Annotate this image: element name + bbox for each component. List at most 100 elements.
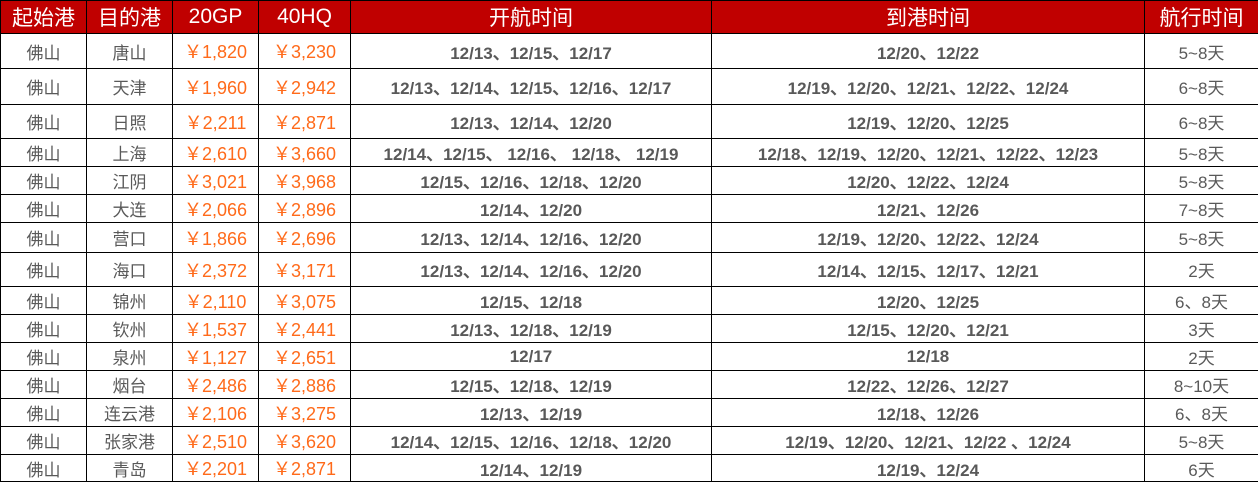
departure-dates-cell: 12/13、12/14、12/15、12/16、12/17 xyxy=(351,69,712,105)
price-40hq-cell: ￥2,651 xyxy=(259,343,351,371)
departure-dates-cell: 12/13、12/15、12/17 xyxy=(351,34,712,69)
arrival-dates-cell: 12/19、12/24 xyxy=(712,455,1145,482)
price-40hq-cell: ￥2,896 xyxy=(259,195,351,223)
arrival-dates-cell: 12/20、12/25 xyxy=(712,287,1145,315)
transit-time-cell: 6、8天 xyxy=(1145,287,1258,315)
origin-cell: 佛山 xyxy=(1,195,87,223)
header-transit: 航行时间 xyxy=(1145,1,1258,34)
price-40hq-cell: ￥3,171 xyxy=(259,253,351,287)
transit-time-cell: 5~8天 xyxy=(1145,427,1258,455)
price-40hq-cell: ￥2,942 xyxy=(259,69,351,105)
departure-dates-cell: 12/15、12/16、12/18、12/20 xyxy=(351,167,712,195)
arrival-dates-cell: 12/20、12/22 xyxy=(712,34,1145,69)
destination-cell: 泉州 xyxy=(87,343,173,371)
price-20gp-cell: ￥2,110 xyxy=(173,287,259,315)
arrival-dates-cell: 12/14、12/15、12/17、12/21 xyxy=(712,253,1145,287)
departure-dates-cell: 12/13、12/14、12/16、12/20 xyxy=(351,223,712,253)
destination-cell: 烟台 xyxy=(87,371,173,399)
departure-dates-cell: 12/14、12/20 xyxy=(351,195,712,223)
price-40hq-cell: ￥2,696 xyxy=(259,223,351,253)
destination-cell: 江阴 xyxy=(87,167,173,195)
departure-dates-cell: 12/13、12/18、12/19 xyxy=(351,315,712,343)
origin-cell: 佛山 xyxy=(1,105,87,139)
header-20gp: 20GP xyxy=(173,1,259,34)
price-40hq-cell: ￥2,871 xyxy=(259,105,351,139)
origin-cell: 佛山 xyxy=(1,223,87,253)
origin-cell: 佛山 xyxy=(1,399,87,427)
price-20gp-cell: ￥2,610 xyxy=(173,139,259,167)
arrival-dates-cell: 12/18、12/19、12/20、12/21、12/22、12/23 xyxy=(712,139,1145,167)
arrival-dates-cell: 12/15、12/20、12/21 xyxy=(712,315,1145,343)
destination-cell: 青岛 xyxy=(87,455,173,482)
transit-time-cell: 5~8天 xyxy=(1145,167,1258,195)
header-40hq: 40HQ xyxy=(259,1,351,34)
destination-cell: 海口 xyxy=(87,253,173,287)
arrival-dates-cell: 12/18 xyxy=(712,343,1145,371)
price-20gp-cell: ￥2,510 xyxy=(173,427,259,455)
departure-dates-cell: 12/15、12/18、12/19 xyxy=(351,371,712,399)
destination-cell: 唐山 xyxy=(87,34,173,69)
origin-cell: 佛山 xyxy=(1,34,87,69)
destination-cell: 大连 xyxy=(87,195,173,223)
transit-time-cell: 5~8天 xyxy=(1145,223,1258,253)
price-20gp-cell: ￥1,537 xyxy=(173,315,259,343)
origin-cell: 佛山 xyxy=(1,371,87,399)
origin-cell: 佛山 xyxy=(1,315,87,343)
price-40hq-cell: ￥3,968 xyxy=(259,167,351,195)
price-40hq-cell: ￥3,230 xyxy=(259,34,351,69)
arrival-dates-cell: 12/20、12/22、12/24 xyxy=(712,167,1145,195)
origin-cell: 佛山 xyxy=(1,343,87,371)
header-origin: 起始港 xyxy=(1,1,87,34)
destination-cell: 天津 xyxy=(87,69,173,105)
transit-time-cell: 2天 xyxy=(1145,343,1258,371)
price-20gp-cell: ￥1,866 xyxy=(173,223,259,253)
price-40hq-cell: ￥3,660 xyxy=(259,139,351,167)
destination-cell: 连云港 xyxy=(87,399,173,427)
departure-dates-cell: 12/14、12/19 xyxy=(351,455,712,482)
departure-dates-cell: 12/13、12/14、12/20 xyxy=(351,105,712,139)
departure-dates-cell: 12/14、12/15、 12/16、 12/18、 12/19 xyxy=(351,139,712,167)
arrival-dates-cell: 12/21、12/26 xyxy=(712,195,1145,223)
departure-dates-cell: 12/14、12/15、12/16、12/18、12/20 xyxy=(351,427,712,455)
destination-cell: 营口 xyxy=(87,223,173,253)
destination-cell: 日照 xyxy=(87,105,173,139)
header-row: 起始港 目的港 20GP 40HQ 开航时间 到港时间 航行时间 xyxy=(1,1,1258,34)
departure-dates-cell: 12/17 xyxy=(351,343,712,371)
destination-cell: 钦州 xyxy=(87,315,173,343)
price-20gp-cell: ￥1,127 xyxy=(173,343,259,371)
header-arrival: 到港时间 xyxy=(712,1,1145,34)
price-40hq-cell: ￥3,620 xyxy=(259,427,351,455)
origin-cell: 佛山 xyxy=(1,427,87,455)
origin-cell: 佛山 xyxy=(1,287,87,315)
departure-dates-cell: 12/13、12/14、12/16、12/20 xyxy=(351,253,712,287)
price-40hq-cell: ￥2,886 xyxy=(259,371,351,399)
destination-cell: 张家港 xyxy=(87,427,173,455)
transit-time-cell: 8~10天 xyxy=(1145,371,1258,399)
origin-cell: 佛山 xyxy=(1,167,87,195)
arrival-dates-cell: 12/19、12/20、12/25 xyxy=(712,105,1145,139)
arrival-dates-cell: 12/18、12/26 xyxy=(712,399,1145,427)
transit-time-cell: 5~8天 xyxy=(1145,34,1258,69)
transit-time-cell: 3天 xyxy=(1145,315,1258,343)
transit-time-cell: 6、8天 xyxy=(1145,399,1258,427)
price-20gp-cell: ￥2,201 xyxy=(173,455,259,482)
origin-cell: 佛山 xyxy=(1,139,87,167)
price-40hq-cell: ￥3,075 xyxy=(259,287,351,315)
arrival-dates-cell: 12/19、12/20、12/22、12/24 xyxy=(712,223,1145,253)
arrival-dates-cell: 12/19、12/20、12/21、12/22 、12/24 xyxy=(712,427,1145,455)
destination-cell: 锦州 xyxy=(87,287,173,315)
origin-cell: 佛山 xyxy=(1,69,87,105)
transit-time-cell: 6天 xyxy=(1145,455,1258,482)
transit-time-cell: 6~8天 xyxy=(1145,69,1258,105)
destination-cell: 上海 xyxy=(87,139,173,167)
